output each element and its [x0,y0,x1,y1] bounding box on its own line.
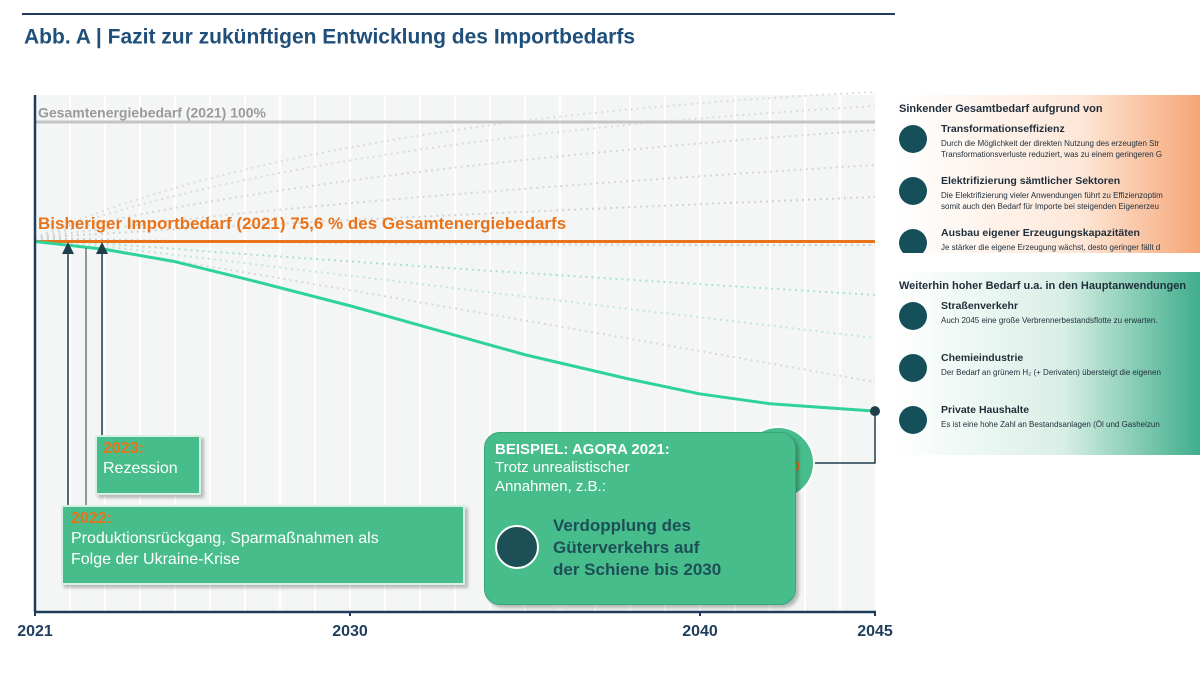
agora-box: BEISPIEL: AGORA 2021: Trotz unrealistisc… [484,432,796,605]
panel-heading: Weiterhin hoher Bedarf u.a. in den Haupt… [899,280,1187,292]
item-icon [899,406,927,434]
item-title: Ausbau eigener Erzeugungskapazitäten [941,227,1140,239]
item-icon [899,125,927,153]
annotation-2023: 2023: Rezession [95,435,201,495]
annotation-year: 2022: [71,510,112,527]
item-text: Der Bedarf an grünem H₂ (+ Derivaten) üb… [941,368,1161,377]
item-icon [899,229,927,253]
series-line [34,240,876,413]
annotation-year: 2023: [103,440,144,457]
x-tick-label: 2045 [857,623,893,640]
panel-item: Ausbau eigener Erzeugungskapazitäten Je s… [895,227,1200,253]
agora-title: BEISPIEL: AGORA 2021: [495,441,670,458]
highlight-line: der Schiene bis 2030 [553,560,722,579]
x-tick-label: 2021 [17,623,53,640]
annotation-text: Folge der Ukraine-Krise [71,551,240,568]
train-icon [495,525,539,569]
annotation-text: Rezession [103,460,178,477]
agora-text: Trotz unrealistischer [495,459,630,476]
item-title: Private Haushalte [941,404,1030,416]
item-text: Es ist eine hohe Zahl an Bestandsanlagen… [941,420,1160,429]
item-text: Transformationsverluste reduziert, was z… [941,150,1163,159]
panel-item: Elektrifizierung sämtlicher Sektoren Die … [895,175,1200,219]
panel-item: Chemieindustrie Der Bedarf an grünem H₂ (… [895,352,1200,396]
highlight-line: Güterverkehrs auf [553,538,700,557]
item-title: Elektrifizierung sämtlicher Sektoren [941,175,1121,187]
panel-heading: Sinkender Gesamtbedarf aufgrund von [899,103,1103,115]
x-tick-label: 2030 [332,623,368,640]
item-icon [899,354,927,382]
connector [812,416,876,464]
panel-section: Sinkender Gesamtbedarf aufgrund von Trans… [895,95,1200,253]
item-text: Durch die Möglichkeit der direkten Nutzu… [941,139,1160,148]
x-tick-label: 2040 [682,623,718,640]
panel-section: Weiterhin hoher Bedarf u.a. in den Haupt… [895,272,1200,455]
reference-label: Gesamtenergiebedarf (2021) 100% [38,105,267,121]
agora-text: Annahmen, z.B.: [495,478,606,495]
item-title: Transformationseffizienz [941,123,1065,135]
annotation-text: Produktionsrückgang, Sparmaßnahmen als [71,530,379,547]
item-text: Die Elektrifizierung vieler Anwendungen … [941,191,1163,200]
panel-item: Transformationseffizienz Durch die Möglic… [895,123,1200,167]
reference-label: Bisheriger Importbedarf (2021) 75,6 % de… [38,214,566,233]
item-text: somit auch den Bedarf für Importe bei st… [941,202,1159,211]
panel-item: Private Haushalte Es ist eine hohe Zahl a… [895,404,1200,448]
page-title: Abb. A | Fazit zur zukünftigen Entwicklu… [24,26,635,49]
item-title: Chemieindustrie [941,352,1024,364]
item-icon [899,302,927,330]
end-point [870,406,880,417]
panel-item: Straßenverkehr Auch 2045 eine große Verbr… [895,300,1200,344]
item-text: Auch 2045 eine große Verbrennerbestandsf… [941,316,1158,325]
item-text: Je stärker die eigene Erzeugung wächst, … [941,243,1161,252]
annotation-2022: 2022: Produktionsrückgang, Sparmaßnahmen… [61,505,465,585]
agora-highlight: Verdopplung des Güterverkehrs auf der Sc… [553,515,721,581]
item-title: Straßenverkehr [941,300,1019,312]
item-icon [899,177,927,205]
highlight-line: Verdopplung des [553,516,691,535]
